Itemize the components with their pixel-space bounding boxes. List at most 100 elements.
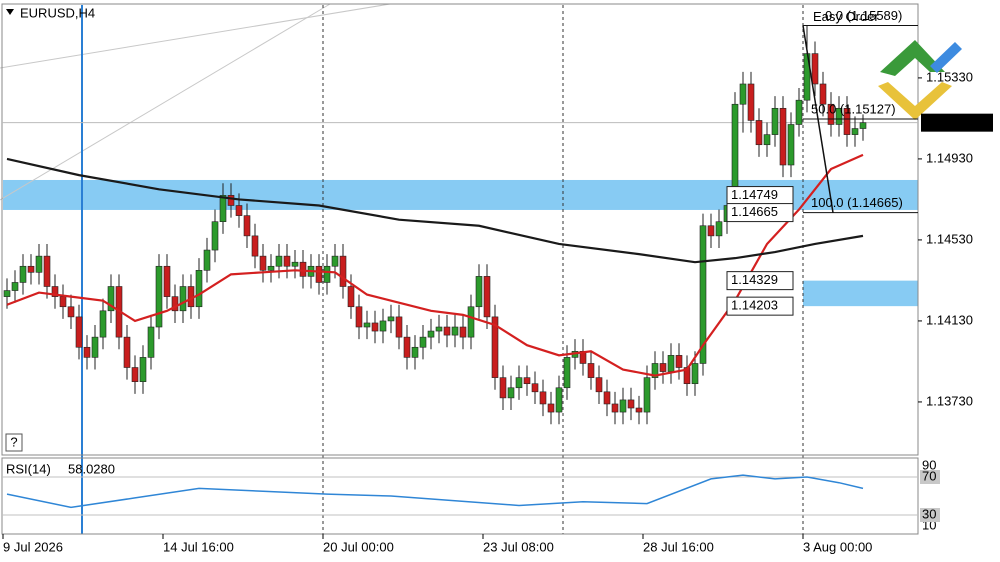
candle-body: [387, 316, 395, 322]
candle-body: [539, 391, 547, 405]
candle-body: [443, 326, 451, 336]
candle-body: [195, 270, 203, 308]
x-tick-label: 9 Jul 2026: [3, 539, 63, 554]
candle-body: [595, 377, 603, 393]
candle-body: [795, 99, 803, 125]
candle-body: [403, 336, 411, 358]
candle-body: [251, 235, 259, 257]
candle-body: [843, 107, 851, 135]
candle-body: [131, 367, 139, 382]
candle-body: [675, 355, 683, 368]
y-tick-label: 1.14930: [926, 150, 973, 165]
candle-body: [459, 326, 467, 338]
candle-body: [323, 265, 331, 283]
x-tick-label: 28 Jul 16:00: [643, 539, 714, 554]
candle-body: [235, 205, 243, 216]
candle-body: [827, 103, 835, 125]
candle-body: [243, 215, 251, 237]
indicator-tick-box: [920, 508, 940, 522]
moving-average: [6, 153, 864, 377]
candle-body: [651, 363, 659, 378]
candle-body: [291, 261, 299, 267]
candle-body: [43, 255, 51, 287]
candle-body: [355, 306, 363, 328]
candle-body: [755, 120, 763, 146]
menu-arrow[interactable]: [6, 9, 14, 15]
rsi-line: [6, 474, 864, 509]
candle-body: [739, 83, 747, 105]
candle-body: [435, 326, 443, 332]
candle-body: [771, 107, 779, 135]
candle-body: [787, 124, 795, 166]
price-label: 1.14665: [731, 204, 778, 219]
x-tick-label: 3 Aug 00:00: [803, 539, 872, 554]
indicator-frame: [1, 457, 919, 535]
candle-body: [667, 355, 675, 372]
candle-body: [107, 286, 115, 312]
indicator-tick-label: 30: [922, 506, 936, 521]
candle-body: [475, 276, 483, 308]
candle-body: [219, 195, 227, 222]
candle-body: [763, 134, 771, 146]
y-tick-label: 1.14530: [926, 231, 973, 246]
candle-body: [507, 387, 515, 399]
candle-body: [211, 221, 219, 251]
logo-blue: [930, 42, 962, 73]
y-tick-label: 1.14130: [926, 312, 973, 327]
price-label-box: [726, 271, 794, 291]
candle-body: [27, 265, 35, 273]
candle-body: [75, 316, 83, 348]
candle-body: [859, 122, 867, 129]
help-button[interactable]: [5, 433, 23, 452]
candle-body: [683, 367, 691, 385]
indicator-tick-box: [920, 470, 940, 484]
indicator-value: 58.0280: [68, 461, 115, 476]
help-text: ?: [10, 434, 17, 449]
x-tick-label: 14 Jul 16:00: [163, 539, 234, 554]
indicator-tick-label: 70: [922, 468, 936, 483]
candle-body: [91, 336, 99, 358]
candle-body: [643, 377, 651, 413]
candle-body: [35, 255, 43, 273]
candle-body: [419, 336, 427, 348]
candle-body: [67, 306, 75, 318]
candle-body: [555, 387, 563, 413]
candle-body: [179, 286, 187, 312]
candle-body: [139, 357, 147, 382]
fibo-label: 50.0 (1.15127): [811, 101, 896, 116]
order-label: Easy Order: [813, 9, 879, 24]
candle-body: [299, 261, 307, 277]
y-tick-label: 1.15330: [926, 69, 973, 84]
candle-body: [99, 310, 107, 338]
candle-body: [315, 265, 323, 283]
moving-average: [6, 157, 864, 264]
candle-body: [523, 377, 531, 385]
candle-body: [267, 265, 275, 271]
indicator-tick-label: 90: [922, 457, 936, 472]
candle-body: [811, 53, 819, 85]
candle-body: [659, 363, 667, 372]
candle-body: [371, 322, 379, 332]
candle-body: [491, 316, 499, 378]
candle-body: [331, 255, 339, 267]
price-label-box: [726, 296, 794, 316]
candle-body: [395, 316, 403, 338]
candle-body: [851, 128, 859, 135]
candle-body: [147, 326, 155, 358]
fibo-label: 0.0 (1.15589): [825, 8, 902, 23]
candle-body: [835, 107, 843, 125]
candle-body: [379, 320, 387, 332]
y-tick-label: 1.13730: [926, 393, 973, 408]
price-label: 1.14329: [731, 272, 778, 287]
candle-body: [275, 255, 283, 267]
candle-body: [499, 377, 507, 399]
logo-green: [880, 40, 945, 76]
candle-body: [691, 363, 699, 385]
logo: [878, 40, 962, 120]
candle-body: [699, 225, 707, 364]
candle-body: [563, 357, 571, 389]
chart-title: EURUSD,H4: [20, 5, 95, 20]
candle-body: [155, 265, 163, 328]
candle-body: [19, 265, 27, 283]
candle-body: [411, 346, 419, 358]
